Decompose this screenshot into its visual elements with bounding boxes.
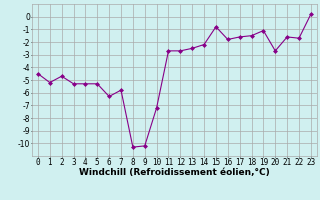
X-axis label: Windchill (Refroidissement éolien,°C): Windchill (Refroidissement éolien,°C) — [79, 168, 270, 177]
